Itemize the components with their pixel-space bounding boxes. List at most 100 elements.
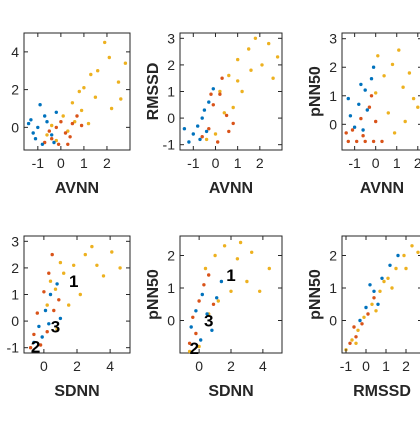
y-tick-label: 0 (329, 116, 337, 132)
cluster-annotation: 1 (69, 272, 78, 291)
data-point (54, 138, 58, 143)
data-point (189, 325, 193, 329)
x-tick-label: 1 (393, 155, 401, 171)
data-point (32, 340, 36, 345)
data-point (369, 77, 374, 81)
x-axis-label: SDNN (54, 383, 99, 400)
y-tick-label: 3 (167, 30, 175, 46)
data-point (357, 102, 361, 107)
data-point (118, 266, 122, 270)
data-point (382, 279, 386, 284)
data-point (348, 341, 352, 345)
data-point (236, 57, 240, 62)
x-axis-label: AVNN (209, 180, 253, 197)
data-point (58, 260, 63, 265)
data-point (79, 108, 84, 113)
data-point (392, 131, 397, 135)
data-point (222, 111, 226, 115)
x-tick-label: 2 (103, 155, 111, 171)
data-point (205, 312, 209, 316)
data-point (58, 316, 63, 321)
data-point (216, 140, 220, 144)
data-point (187, 140, 191, 144)
data-point (410, 244, 414, 248)
data-point (207, 100, 211, 104)
data-point (213, 132, 218, 136)
y-tick-label: 2 (11, 260, 19, 276)
data-point (40, 335, 44, 339)
data-point (374, 309, 378, 313)
data-point (267, 266, 271, 271)
data-point (386, 276, 390, 280)
y-tick-label: 0 (11, 313, 19, 329)
data-point (346, 96, 350, 101)
data-point (372, 296, 376, 300)
x-tick-label: 2 (402, 358, 410, 374)
data-point (191, 315, 195, 319)
data-point (119, 97, 123, 101)
y-tick-label: 1 (11, 287, 19, 303)
data-point (86, 121, 91, 126)
data-point (231, 105, 235, 110)
data-point (227, 73, 231, 78)
x-tick-label: 2 (256, 155, 264, 171)
data-point (42, 290, 46, 294)
data-point (369, 94, 374, 98)
cluster-annotation: 3 (51, 317, 60, 336)
data-point (36, 125, 40, 130)
data-point (199, 338, 203, 342)
data-point (196, 124, 200, 128)
data-point (376, 302, 380, 306)
cluster-annotation: 3 (204, 312, 213, 331)
x-axis-label: AVNN (360, 180, 404, 197)
data-point (401, 85, 405, 89)
data-point (207, 127, 211, 131)
data-point (200, 135, 204, 139)
y-tick-label: -1 (7, 340, 20, 356)
y-tick-label: 2 (329, 59, 337, 75)
x-axis-label: AVNN (55, 180, 99, 197)
data-point (356, 328, 360, 332)
data-point (55, 327, 59, 331)
data-point (396, 253, 400, 258)
data-point (48, 292, 53, 297)
data-point (394, 266, 398, 271)
data-point (350, 338, 354, 342)
data-point (361, 134, 365, 138)
data-point (371, 139, 376, 144)
data-point (198, 137, 202, 142)
data-point (348, 114, 353, 118)
data-point (211, 87, 215, 91)
data-point (35, 311, 39, 315)
y-tick-label: 4 (11, 44, 19, 60)
data-point (211, 103, 215, 107)
data-point (43, 140, 47, 145)
data-point (416, 105, 420, 109)
data-point (213, 253, 217, 258)
data-point (368, 283, 372, 287)
data-point (123, 61, 128, 65)
data-point (33, 137, 38, 141)
data-point (374, 91, 378, 95)
x-tick-label: 4 (259, 358, 267, 374)
x-tick-label: -1 (32, 155, 45, 171)
data-point (380, 276, 384, 280)
data-point (240, 89, 244, 94)
data-point (52, 308, 56, 313)
data-point (197, 299, 201, 303)
data-point (110, 250, 114, 254)
data-point (200, 116, 204, 120)
data-point (79, 123, 84, 128)
cluster-annotation: 2 (190, 339, 199, 358)
data-point (219, 279, 224, 284)
data-point (62, 271, 66, 275)
data-point (31, 131, 35, 135)
plot-area (179, 235, 283, 354)
x-tick-label: 4 (106, 358, 114, 374)
data-point (361, 128, 365, 132)
data-point (344, 131, 348, 135)
data-point (93, 95, 98, 99)
